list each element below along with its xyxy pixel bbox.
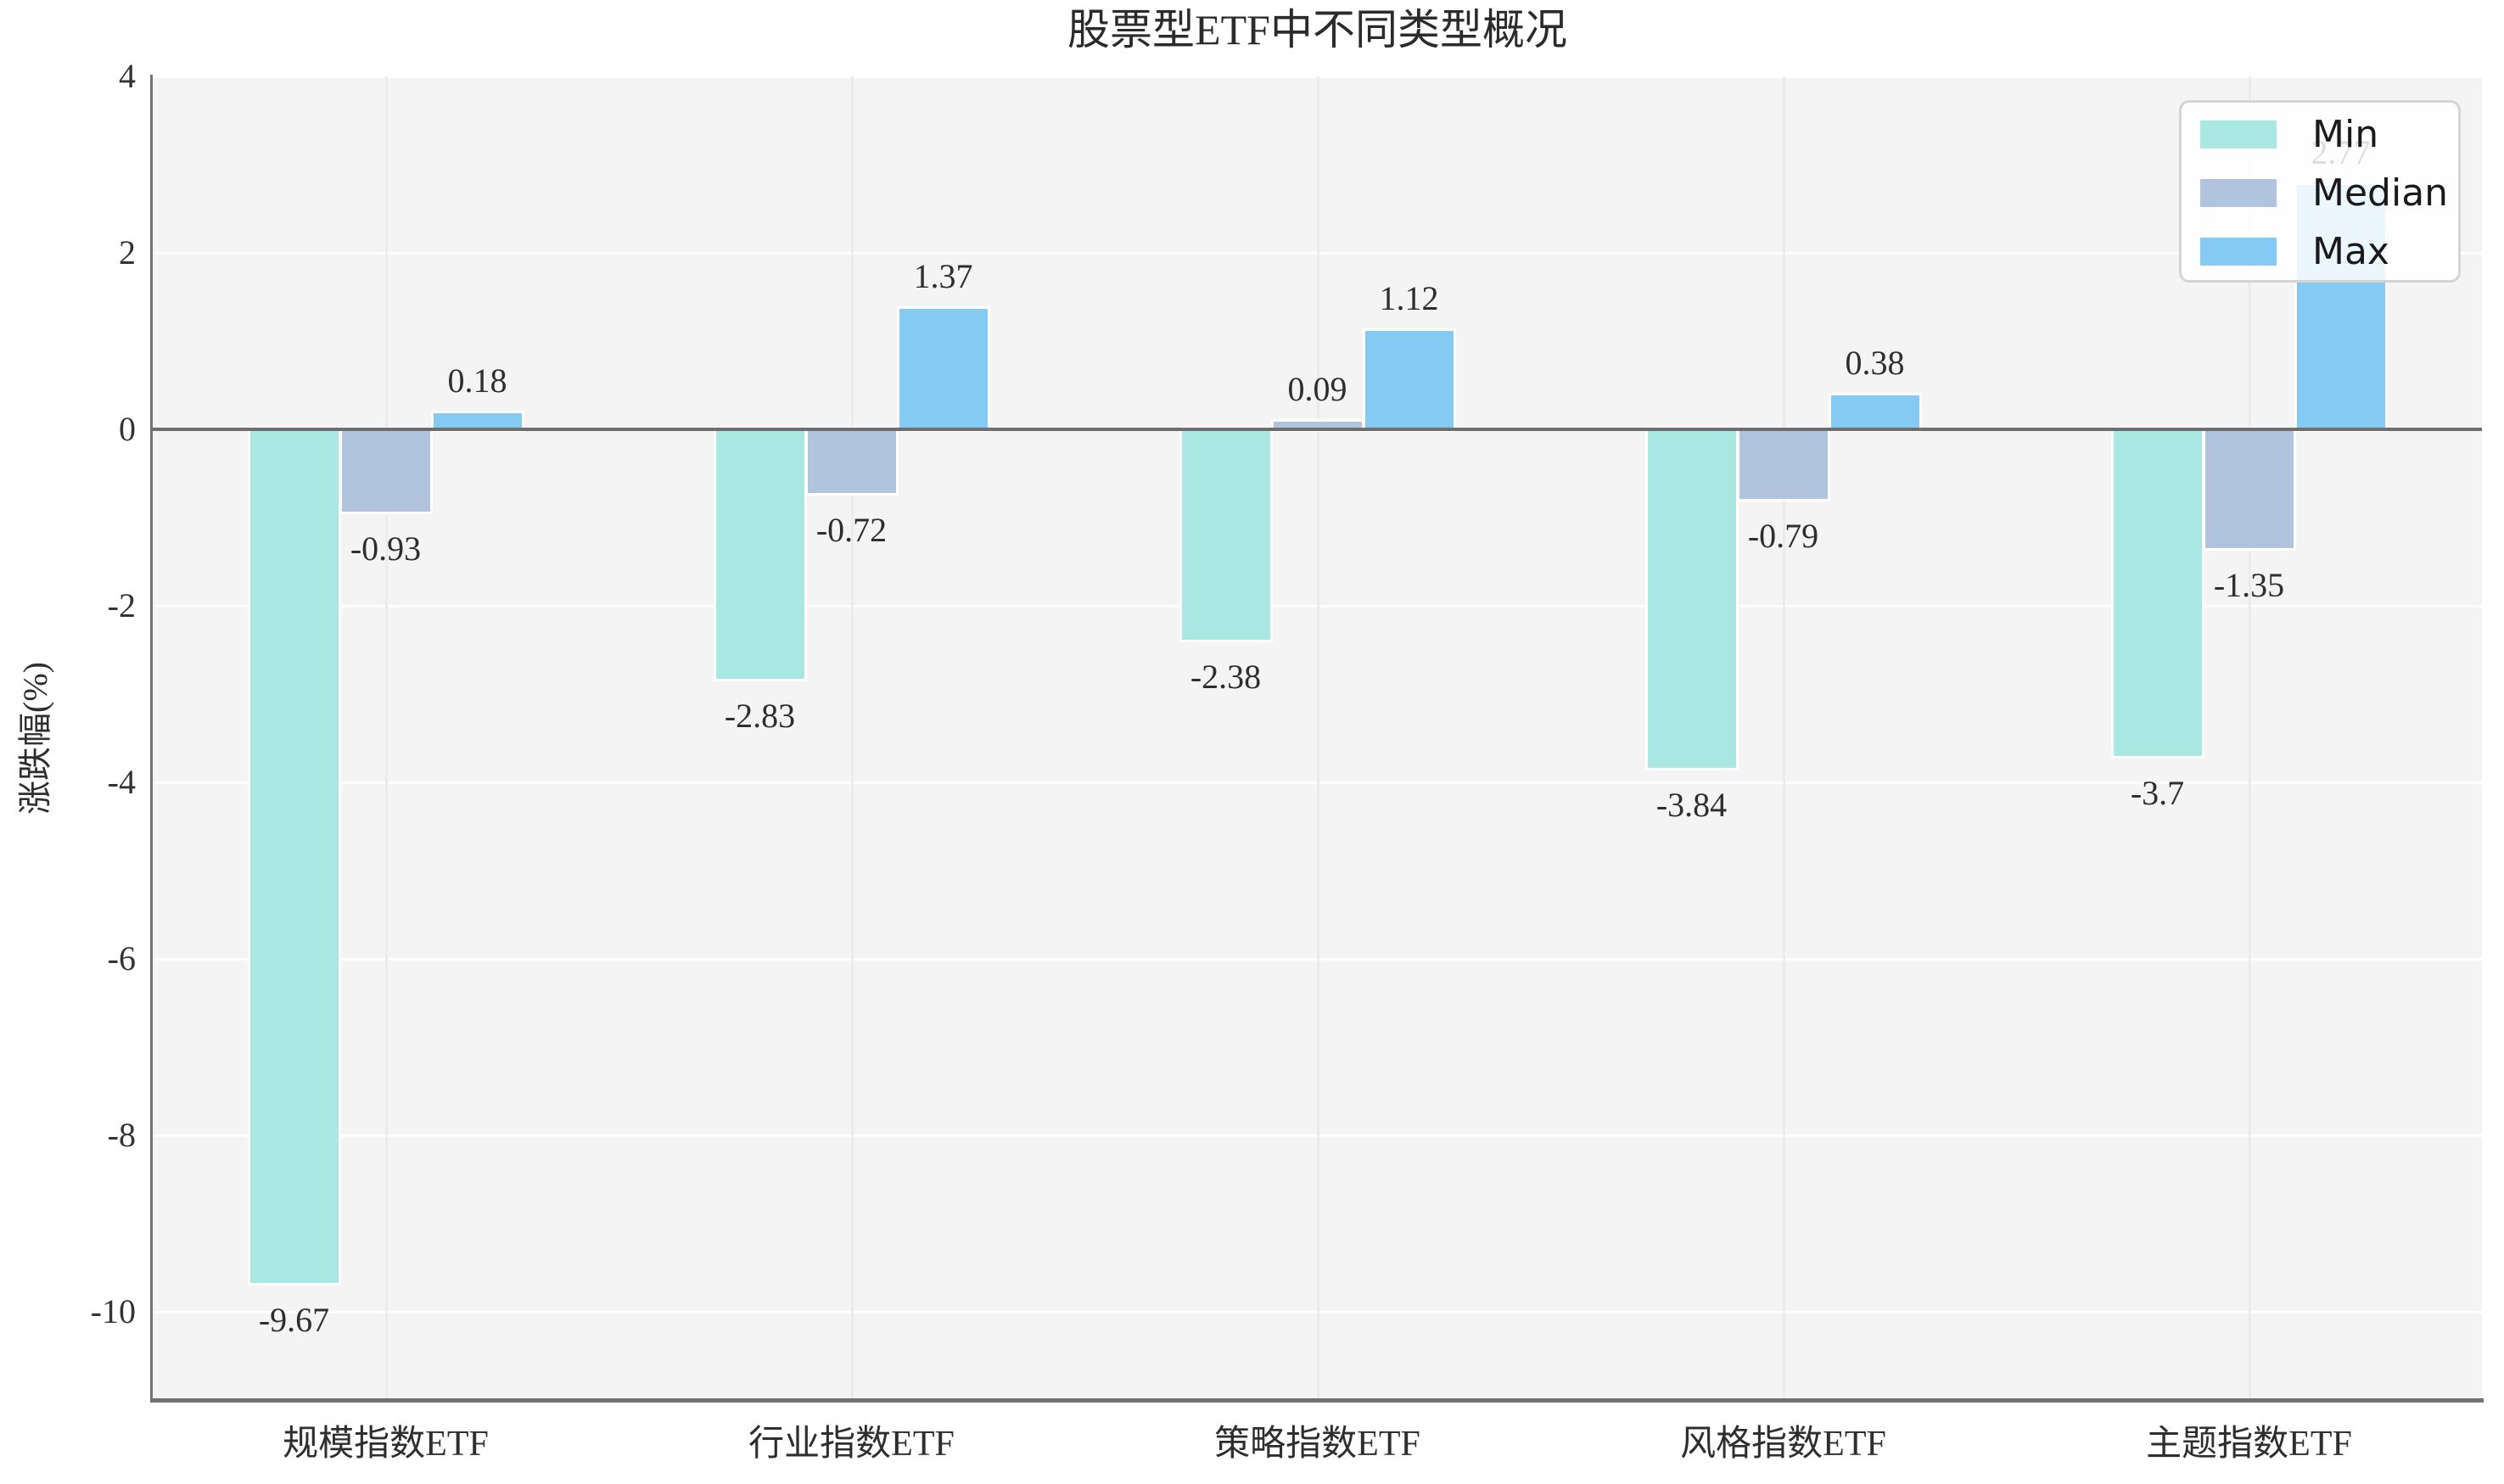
y-tick-label: -6: [107, 939, 136, 977]
bar-min-3: [1181, 429, 1270, 640]
bar-max-1: [433, 413, 522, 429]
bar-value-label: -2.83: [724, 697, 796, 736]
y-axis-spine: [150, 75, 153, 1400]
legend-item-max: Max: [2182, 222, 2458, 281]
bar-min-4: [1647, 429, 1736, 769]
v-gridline: [2248, 76, 2251, 1400]
y-tick-label: -2: [107, 586, 136, 624]
v-gridline: [1782, 76, 1785, 1400]
bar-median-2: [807, 429, 896, 493]
legend: Min Median Max: [2179, 100, 2461, 283]
bar-value-label: -0.93: [350, 529, 422, 568]
y-tick-label: 2: [119, 233, 136, 272]
bar-median-1: [341, 429, 430, 512]
y-tick-label: -10: [90, 1292, 136, 1330]
x-axis-spine: [150, 1398, 2484, 1403]
bar-value-label: -3.7: [2130, 773, 2185, 812]
v-gridline: [384, 76, 388, 1400]
legend-swatch-max: [2200, 238, 2277, 266]
bar-value-label: 0.09: [1287, 369, 1347, 408]
bar-min-5: [2113, 429, 2202, 756]
zero-line: [153, 428, 2482, 431]
x-tick-label: 主题指数ETF: [2146, 1425, 2352, 1464]
legend-label-max: Max: [2312, 229, 2389, 273]
bar-median-3: [1273, 421, 1362, 429]
bar-max-4: [1830, 395, 1919, 429]
bar-max-2: [899, 308, 988, 429]
legend-item-min: Min: [2182, 105, 2458, 164]
bar-value-label: 1.37: [913, 256, 973, 295]
legend-swatch-median: [2200, 179, 2277, 207]
v-gridline: [1316, 76, 1319, 1400]
y-tick-label: 4: [119, 57, 136, 95]
chart-title: 股票型ETF中不同类型概况: [1067, 6, 1567, 53]
x-tick-label: 策略指数ETF: [1214, 1425, 1420, 1464]
x-tick-label: 行业指数ETF: [748, 1425, 955, 1464]
y-tick-label: -8: [107, 1116, 136, 1154]
y-tick-label: -4: [107, 763, 136, 801]
legend-item-median: Median: [2182, 164, 2458, 222]
y-tick-label: 0: [119, 410, 136, 448]
bar-max-3: [1364, 330, 1454, 429]
x-tick-label: 规模指数ETF: [283, 1425, 489, 1464]
bar-median-5: [2204, 429, 2294, 549]
bar-value-label: -9.67: [258, 1300, 330, 1339]
plot-area: -9.67 -2.83 -2.38 -3.84 -3.7 -0.93 -0.72 0.09 -0…: [153, 76, 2482, 1400]
legend-label-min: Min: [2312, 112, 2379, 156]
v-gridline: [850, 76, 854, 1400]
legend-label-median: Median: [2312, 171, 2449, 215]
bar-value-label: -1.35: [2213, 566, 2285, 605]
x-tick-label: 风格指数ETF: [1680, 1425, 1886, 1464]
bar-median-4: [1739, 429, 1828, 500]
bar-value-label: -2.38: [1190, 657, 1262, 696]
bar-value-label: 0.38: [1845, 344, 1905, 383]
legend-swatch-min: [2200, 120, 2277, 148]
bar-min-1: [249, 429, 339, 1283]
bar-value-label: -0.72: [815, 510, 888, 549]
bar-value-label: 1.12: [1379, 278, 1439, 317]
bar-value-label: -0.79: [1747, 517, 1819, 556]
bar-value-label: -3.84: [1655, 786, 1728, 825]
bar-value-label: 0.18: [447, 361, 507, 400]
bar-min-2: [715, 429, 804, 680]
